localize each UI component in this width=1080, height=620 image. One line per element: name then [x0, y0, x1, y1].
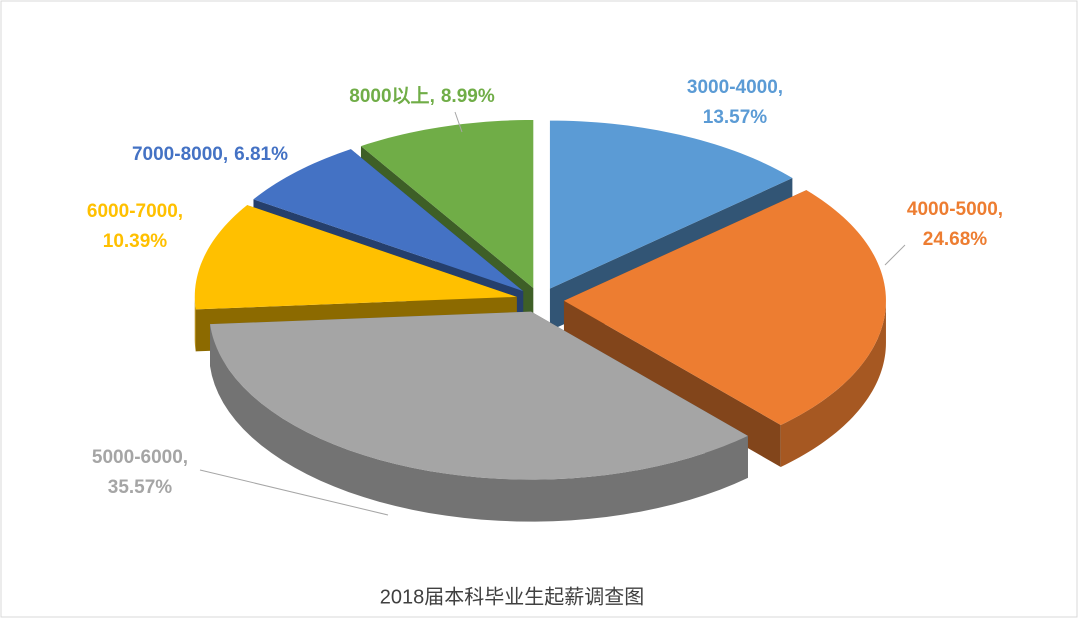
slice	[210, 311, 748, 522]
slice-top	[360, 119, 534, 288]
label-separator: ,	[178, 201, 183, 222]
label-separator: ,	[778, 77, 783, 98]
data-label: 3000-4000,	[687, 77, 783, 98]
slice-top	[194, 205, 517, 310]
category-label: 3000-4000	[687, 77, 778, 98]
slice-side	[194, 296, 196, 352]
value-label: 35.57%	[108, 477, 173, 498]
data-label: 13.57%	[703, 107, 768, 128]
data-label: 8000以上, 8.99%	[349, 85, 495, 107]
category-label: 7000-8000	[132, 144, 223, 165]
slice-top	[210, 311, 748, 480]
value-label: 6.81%	[234, 144, 288, 165]
label-separator: ,	[998, 199, 1003, 220]
slice-top	[549, 120, 793, 289]
data-label: 5000-6000,	[92, 447, 188, 468]
data-label: 35.57%	[108, 477, 173, 498]
chart-title: 2018届本科毕业生起薪调查图	[380, 585, 645, 608]
data-label: 4000-5000,	[907, 199, 1003, 220]
slice-side	[210, 324, 748, 522]
category-label: 6000-7000	[87, 201, 178, 222]
category-label: 8000以上	[349, 85, 429, 107]
leader-line	[884, 244, 906, 266]
value-label: 10.39%	[103, 231, 168, 252]
slice-side	[780, 300, 886, 467]
leader-line	[199, 469, 389, 516]
label-separator: ,	[223, 144, 228, 165]
category-label: 4000-5000	[907, 199, 998, 220]
data-label: 24.68%	[923, 229, 988, 250]
category-label: 5000-6000	[92, 447, 183, 468]
leader-line	[454, 111, 463, 133]
value-label: 24.68%	[923, 229, 988, 250]
data-label: 6000-7000,	[87, 201, 183, 222]
value-label: 13.57%	[703, 107, 768, 128]
data-label: 7000-8000, 6.81%	[132, 144, 288, 165]
data-label: 10.39%	[103, 231, 168, 252]
value-label: 8.99%	[441, 86, 495, 107]
label-separator: ,	[430, 86, 435, 107]
label-separator: ,	[183, 447, 188, 468]
slice-top	[253, 149, 524, 292]
slice-top	[563, 190, 886, 425]
